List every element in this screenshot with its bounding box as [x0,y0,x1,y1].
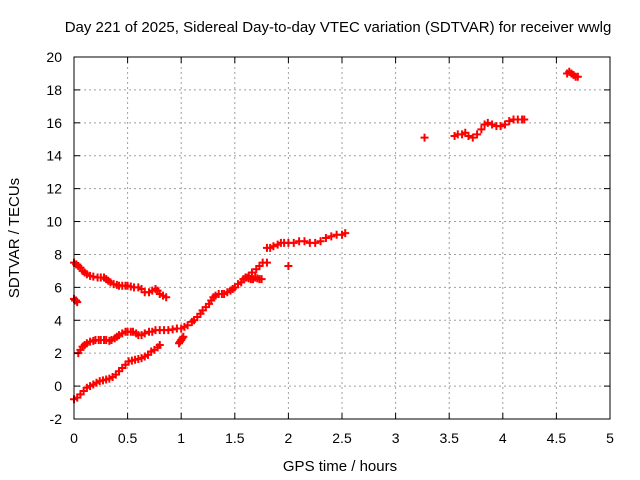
data-point [262,258,271,267]
x-tick-label: 3 [392,430,400,446]
data-point [162,293,171,302]
y-tick-label: 8 [54,246,62,262]
data-point [140,329,149,338]
data-point [73,298,82,307]
data-point [477,125,486,134]
data-point [500,120,509,129]
data-point [573,72,582,81]
data-point [316,237,325,246]
data-point [72,296,81,305]
x-tick-label: 2.5 [332,430,352,446]
data-point [247,268,256,277]
y-tick-label: 20 [46,49,62,65]
y-tick-label: 0 [54,378,62,394]
data-point [269,242,278,251]
data-point [464,131,473,140]
y-tick-label: 2 [54,345,62,361]
x-tick-label: 3.5 [439,430,459,446]
data-point [327,232,336,241]
chart-title: Day 221 of 2025, Sidereal Day-to-day VTE… [65,19,612,36]
data-point [311,238,320,247]
y-tick-label: 4 [54,312,62,328]
data-point [179,332,188,341]
data-point [183,321,192,330]
x-axis-label: GPS time / hours [283,458,397,475]
data-point [483,118,492,127]
data-point [289,238,298,247]
y-tick-label: 10 [46,214,62,230]
data-point [341,229,350,238]
x-tick-label: 0 [70,430,78,446]
data-point [178,334,187,343]
data-point [155,340,164,349]
axis-ticks: 0 0.5 1 1.5 2 2.5 3 3.5 4 4.5 5 -2 0 2 4 6 8 10 12 14 16 18 20 [46,49,614,446]
data-point [468,133,477,142]
x-tick-label: 2 [285,430,293,446]
x-tick-label: 4.5 [547,430,567,446]
data-point [520,115,529,124]
y-axis-label: SDTVAR / TECUs [6,178,23,298]
y-tick-label: 12 [46,181,62,197]
data-point [496,122,505,131]
data-point [473,130,482,139]
y-tick-label: 14 [46,148,62,164]
y-tick-label: 18 [46,82,62,98]
data-point [420,133,429,142]
data-point [488,120,497,129]
x-tick-label: 5 [606,430,614,446]
x-tick-label: 4 [499,430,507,446]
data-point [257,275,266,284]
data-point [321,234,330,242]
y-tick-label: 16 [46,115,62,131]
data-point [284,261,293,270]
data-point [300,237,309,246]
y-tick-label: -2 [50,411,63,427]
x-tick-label: 1 [177,430,185,446]
data-point [505,117,514,126]
y-tick-label: 6 [54,279,62,295]
x-tick-label: 1.5 [225,430,245,446]
x-tick-label: 0.5 [118,430,138,446]
data-points [70,67,582,404]
